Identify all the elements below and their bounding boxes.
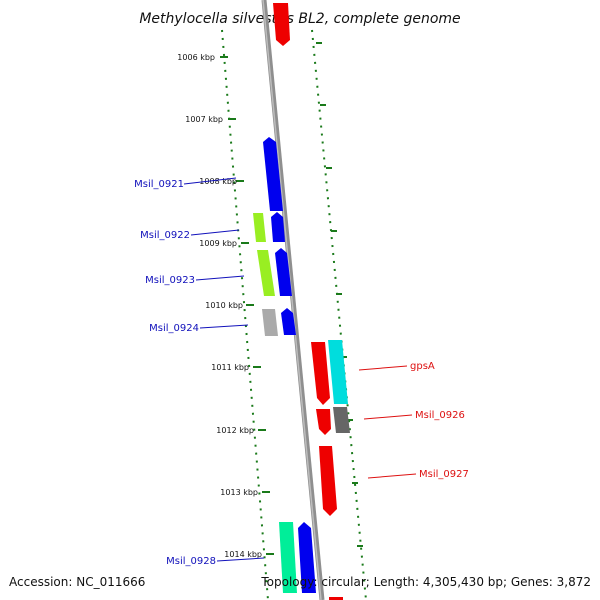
gene-label-0924[interactable]: Msil_0924 [149,323,199,334]
kbp-tick: 1010 kbp [205,301,254,310]
accession-text: Accession: NC_011666 [9,575,146,589]
gene-rect-cyan-gpsA[interactable] [328,340,348,404]
gene-rect-green-0922[interactable] [253,213,266,242]
kbp-tick: 1009 kbp [199,239,249,248]
gene-arrow-red-gpsA[interactable] [311,342,330,405]
gene-arrow-blue-0922[interactable] [271,212,285,242]
gene-rect-teal-0928[interactable] [279,522,297,593]
kbp-tick: 1011 kbp [211,363,261,372]
kbp-label: 1011 kbp [211,363,249,372]
kbp-tick: 1013 kbp [220,488,270,497]
gene-arrow-blue-0921[interactable] [263,137,283,211]
kbp-label: 1007 kbp [185,115,223,124]
map-title: Methylocella silvestris BL2, complete ge… [139,11,460,27]
gene-label-gpsA[interactable]: gpsA [410,361,435,372]
kbp-tick: 1014 kbp [224,550,274,559]
gene-label-0922[interactable]: Msil_0922 [140,230,190,241]
gene-rect-darkgray-0926[interactable] [333,407,350,433]
gene-arrow-blue-0924[interactable] [281,308,296,335]
genome-backbone [261,0,325,600]
minus-strand-labels [183,177,265,562]
gene-arrow-blue-0923[interactable] [275,248,292,296]
gene-red-bottom[interactable] [329,597,343,600]
gene-label-0928[interactable]: Msil_0928 [166,556,216,567]
gene-arrow-red-0927[interactable] [319,446,337,516]
kbp-label: 1008 kbp [199,177,237,186]
kbp-label: 1012 kbp [216,426,254,435]
gene-label-0926[interactable]: Msil_0926 [415,410,465,421]
gene-label-0927[interactable]: Msil_0927 [419,469,469,480]
kbp-label: 1010 kbp [205,301,243,310]
plus-strand-labels [358,365,417,479]
kbp-label: 1013 kbp [220,488,258,497]
gene-rect-green-0923[interactable] [257,250,275,296]
kbp-tick: 1008 kbp [199,177,244,186]
plus-strand-label-text: gpsA Msil_0926 Msil_0927 [410,361,469,480]
kbp-label: 1014 kbp [224,550,262,559]
kbp-tick: 1006 kbp [177,53,228,62]
gene-label-0921[interactable]: Msil_0921 [134,179,184,190]
gene-arrow-red-top[interactable] [273,3,290,46]
gene-features [253,3,350,600]
gene-rect-gray-0924[interactable] [262,309,278,336]
minus-strand-label-text: Msil_0921 Msil_0922 Msil_0923 Msil_0924 … [134,179,216,567]
kbp-label: 1009 kbp [199,239,237,248]
gene-arrow-red-0926[interactable] [316,409,331,435]
gene-arrow-blue-0928[interactable] [298,522,316,593]
kbp-scale: 1006 kbp 1007 kbp 1008 kbp 1009 kbp 1010… [177,53,274,559]
right-tick-track [311,29,367,600]
left-tick-track [221,29,269,600]
topology-text: Topology: circular; Length: 4,305,430 bp… [261,575,591,589]
gene-label-0923[interactable]: Msil_0923 [145,275,195,286]
backbone-highlight [262,0,322,600]
kbp-tick: 1012 kbp [216,426,266,435]
kbp-label: 1006 kbp [177,53,215,62]
kbp-tick: 1007 kbp [185,115,236,124]
